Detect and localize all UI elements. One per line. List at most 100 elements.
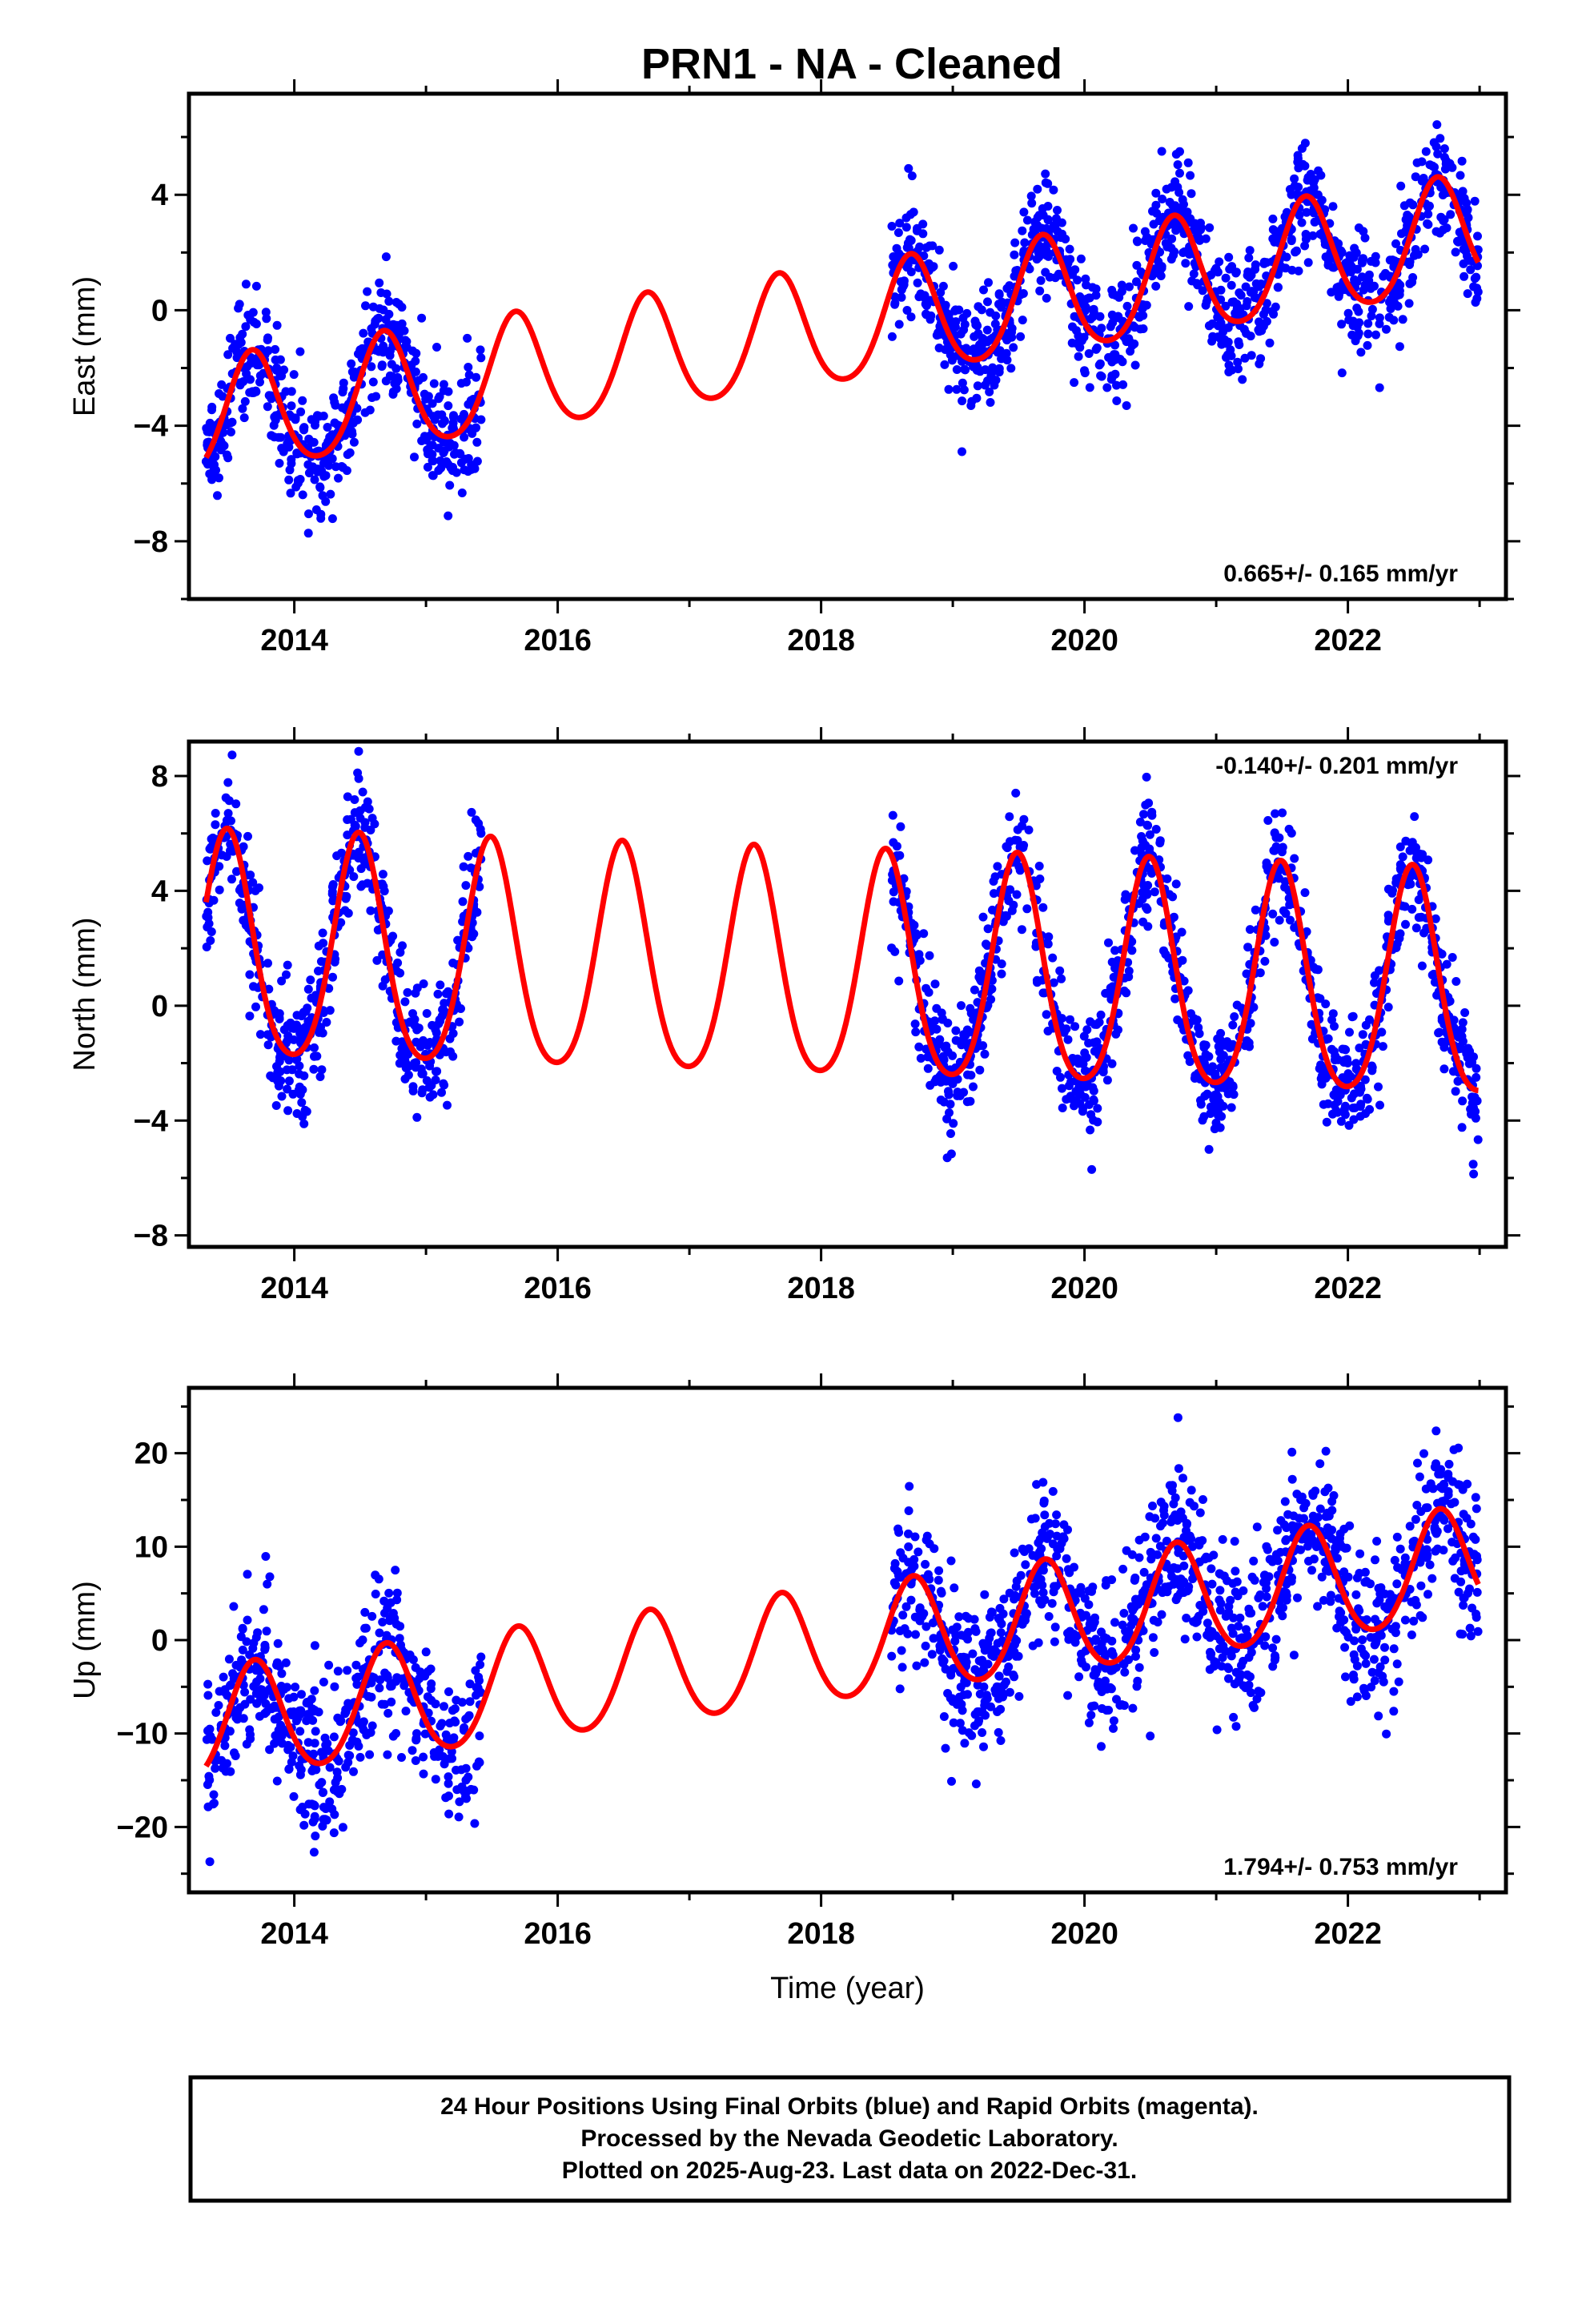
data-point (887, 222, 897, 231)
data-point (412, 348, 421, 358)
data-point (421, 1647, 431, 1657)
data-point (1285, 185, 1295, 194)
data-point (309, 1848, 319, 1857)
data-point (307, 993, 316, 1003)
data-point (304, 468, 314, 478)
data-point (319, 412, 328, 420)
data-point (315, 1072, 325, 1081)
data-point (1270, 1655, 1279, 1665)
data-point (338, 463, 347, 472)
data-point (221, 1767, 231, 1776)
data-point (1210, 1124, 1219, 1134)
data-point (434, 1019, 444, 1028)
data-point (1350, 1636, 1359, 1646)
data-point (1262, 862, 1271, 871)
data-point (291, 1055, 301, 1064)
data-point (1147, 807, 1157, 817)
data-point (1110, 340, 1120, 350)
data-point (1459, 1510, 1468, 1519)
data-point (355, 806, 365, 815)
data-point (1151, 1534, 1161, 1543)
data-point (411, 988, 420, 998)
data-point (1276, 1516, 1286, 1526)
data-point (1411, 172, 1420, 182)
data-point (1183, 986, 1193, 995)
data-point (1173, 160, 1182, 170)
y-tick-label: 0 (151, 294, 168, 328)
data-point (1130, 323, 1139, 332)
data-point (1173, 1413, 1182, 1422)
data-point (1110, 946, 1120, 955)
data-point (404, 1070, 413, 1080)
data-point (226, 846, 235, 855)
data-point (1019, 814, 1029, 824)
data-point (1036, 275, 1046, 285)
data-point (1321, 999, 1331, 1009)
data-point (1078, 1082, 1087, 1092)
data-point (247, 387, 257, 396)
data-point (1045, 272, 1054, 282)
data-point (1315, 229, 1325, 239)
data-point (1070, 1096, 1080, 1106)
data-point (1033, 184, 1042, 194)
data-point (1245, 925, 1255, 935)
data-point (363, 1691, 373, 1701)
data-point (1389, 1707, 1399, 1716)
data-point (1199, 1495, 1207, 1504)
data-point (1021, 1560, 1030, 1570)
data-point (970, 1614, 979, 1624)
data-point (1142, 232, 1151, 242)
data-point (327, 514, 337, 524)
data-point (934, 344, 944, 352)
data-point (240, 1687, 250, 1697)
data-point (956, 1683, 966, 1692)
data-point (347, 367, 357, 376)
data-point (1328, 1009, 1338, 1019)
data-point (412, 1729, 421, 1739)
data-point (1104, 938, 1113, 947)
data-point (277, 1669, 287, 1679)
data-point (422, 1009, 432, 1018)
data-point (1227, 262, 1237, 271)
data-point (1323, 1099, 1333, 1108)
data-point (383, 907, 393, 915)
data-point (1268, 214, 1278, 223)
data-point (887, 1651, 897, 1661)
data-point (904, 1558, 913, 1567)
data-point (382, 1630, 391, 1640)
data-point (1038, 903, 1048, 912)
data-point (1011, 788, 1021, 798)
data-point (1255, 327, 1264, 336)
data-point (1249, 1003, 1259, 1012)
data-point (301, 1023, 310, 1032)
data-point (366, 906, 375, 915)
data-point (1394, 1677, 1403, 1687)
data-point (467, 807, 476, 817)
data-point (1018, 1544, 1027, 1554)
data-point (451, 1717, 460, 1727)
data-point (1433, 149, 1443, 159)
data-point (1057, 1014, 1066, 1023)
data-point (1201, 1040, 1211, 1050)
data-point (476, 825, 485, 834)
data-point (371, 316, 380, 326)
data-point (400, 997, 410, 1007)
data-point (1016, 332, 1026, 341)
data-point (460, 1723, 469, 1732)
data-point (358, 1635, 367, 1645)
data-point (426, 1684, 436, 1694)
data-point (412, 419, 422, 428)
data-point (1108, 1665, 1118, 1675)
data-point (1138, 1588, 1147, 1598)
data-point (1411, 1600, 1421, 1610)
data-point (1431, 1526, 1440, 1536)
data-point (1462, 199, 1472, 207)
data-point (1400, 1553, 1410, 1562)
data-point (1311, 964, 1320, 974)
data-point (1109, 350, 1118, 360)
plot-area (202, 746, 1483, 1179)
data-point (1230, 1537, 1239, 1546)
data-point (1112, 396, 1122, 405)
data-point (1171, 226, 1181, 235)
data-point (978, 969, 987, 979)
